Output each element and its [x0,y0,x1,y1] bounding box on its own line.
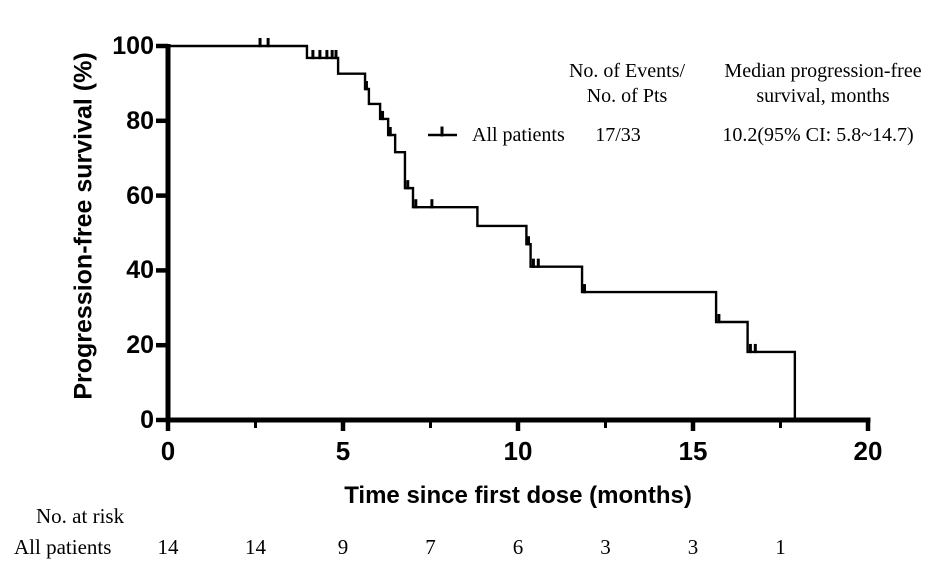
x-tick-label-15: 15 [678,436,708,466]
at-risk-count-12.5: 3 [600,535,611,559]
legend-series-label: All patients [472,124,565,146]
x-tick-label-10: 10 [503,436,533,466]
x-tick-label-20: 20 [853,436,883,466]
at-risk-count-2.5: 14 [245,535,266,559]
x-axis-title: Time since first dose (months) [344,482,692,509]
at-risk-count-15: 3 [687,535,699,559]
y-tick-label-40: 40 [126,256,154,285]
y-axis-title: Progression-free survival (%) [69,52,98,400]
at-risk-row-label: All patients [14,535,112,559]
y-tick-label-0: 0 [140,406,154,434]
y-tick-label-100: 100 [112,32,154,60]
col-header-events-line1: No. of Events/ [568,60,686,82]
y-tick-label-80: 80 [126,106,154,135]
at-risk-count-17.5: 1 [775,535,786,559]
col-header-median-line1: Median progression-free [724,60,922,82]
x-tick-label-5: 5 [335,436,351,466]
at-risk-count-5: 9 [337,535,349,559]
at-risk-count-0: 14 [157,535,179,559]
col-header-median-line2: survival, months [756,85,890,107]
km-curve-all-patients [168,44,797,420]
y-tick-label-60: 60 [126,181,154,210]
at-risk-count-10: 6 [512,535,524,559]
legend-events-value: 17/33 [595,124,641,146]
col-header-events-line2: No. of Pts [586,85,668,107]
at-risk-count-7.5: 7 [425,535,436,559]
at-risk-title: No. at risk [36,504,125,528]
x-tick-label-0: 0 [160,436,176,466]
legend-median-value: 10.2(95% CI: 5.8~14.7) [722,124,914,146]
y-tick-label-20: 20 [126,331,154,360]
